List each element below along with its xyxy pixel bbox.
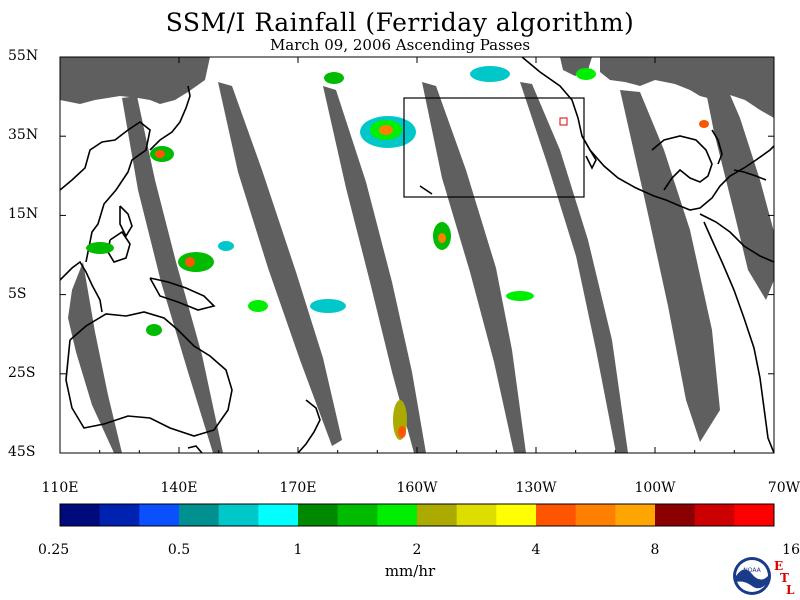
rain-blob-n1	[470, 66, 510, 82]
etl-letter-e: E	[774, 559, 784, 573]
colorbar-swatch	[60, 504, 101, 526]
coast-hawaii	[419, 185, 433, 195]
noaa-logo-text: NOAA	[743, 567, 761, 574]
rain-blob-trop-2	[248, 300, 268, 312]
colorbar-swatch	[575, 504, 616, 526]
axis-ticks	[59, 56, 775, 454]
colorbar-swatch	[218, 504, 259, 526]
rain-blob-trop-5	[506, 291, 534, 301]
colorbar-label: 2	[412, 542, 422, 558]
colorbar-swatch	[655, 504, 696, 526]
map-subtitle: March 09, 2006 Ascending Passes	[269, 36, 531, 54]
coast-asia	[60, 121, 151, 263]
colorbar-swatch	[258, 504, 299, 526]
coast-north-america	[521, 57, 774, 211]
rain-areas	[86, 66, 709, 440]
coast-sa-west	[703, 221, 774, 453]
swath-gap-7	[620, 90, 720, 442]
colorbar-swatch	[139, 504, 180, 526]
rain-blob-trop-1	[178, 252, 214, 272]
coast-baja	[581, 135, 597, 170]
north-nodata-region	[60, 57, 210, 104]
colorbar	[59, 503, 775, 527]
latitude-label: 55N	[8, 48, 39, 64]
longitude-label: 70W	[767, 480, 800, 496]
swath-gap-1	[68, 262, 122, 453]
longitude-label: 160W	[396, 480, 438, 496]
coast-south-america	[699, 213, 774, 263]
colorbar-swatch	[615, 504, 656, 526]
latitude-label: 35N	[8, 127, 39, 144]
etl-letter-l: L	[786, 583, 795, 597]
longitude-label: 100W	[634, 480, 676, 496]
rain-blob-trop-4-core	[438, 233, 446, 243]
coast-caribbean	[733, 169, 767, 181]
swath-gaps	[68, 62, 774, 453]
coast-se-asia	[60, 260, 103, 313]
colorbar-label: 4	[531, 542, 541, 558]
colorbar-swatch	[298, 504, 339, 526]
longitude-label: 110E	[41, 480, 79, 496]
colorbar-swatch	[694, 504, 735, 526]
map-title: SSM/I Rainfall (Ferriday algorithm)	[165, 8, 635, 37]
coast-japan	[149, 85, 191, 151]
swath-gap-4	[323, 86, 426, 453]
colorbar-swatch	[496, 504, 537, 526]
rain-blob-n3	[576, 68, 596, 80]
colorbar-swatch	[456, 504, 497, 526]
swath-gap-5	[422, 82, 526, 453]
rain-blob-e1	[699, 120, 709, 128]
focus-point-marker	[559, 117, 568, 126]
colorbar-label: 8	[650, 542, 660, 558]
colorbar-label: 1	[293, 542, 303, 558]
longitude-label: 170E	[279, 480, 317, 496]
longitude-label: 140E	[160, 480, 198, 496]
coast-new-zealand	[297, 399, 321, 453]
rain-blob-npac-core	[379, 125, 393, 135]
rain-blob-nz-core	[398, 426, 406, 438]
colorbar-swatch	[417, 504, 458, 526]
rain-blob-trop-1-core	[185, 257, 195, 267]
latitude-label: 45S	[8, 444, 36, 460]
colorbar-swatch	[536, 504, 577, 526]
focus-region-box	[403, 97, 585, 198]
latitude-label: 25S	[8, 364, 36, 381]
rain-blob-s2	[218, 241, 234, 251]
coast-tasmania	[187, 445, 203, 453]
coast-florida	[711, 129, 723, 165]
rain-blob-s1	[146, 324, 162, 336]
coast-new-guinea	[149, 277, 216, 311]
rain-blob-n2	[324, 72, 344, 84]
colorbar-label: 0.25	[38, 542, 70, 558]
rain-blob-japan-core	[155, 150, 165, 158]
coast-philippines	[119, 205, 133, 238]
north-nodata-region-east	[600, 57, 774, 118]
colorbar-swatch	[99, 504, 140, 526]
swath-gap-3	[218, 82, 342, 446]
colorbar-frame	[59, 503, 775, 527]
coast-australia	[65, 311, 233, 437]
colorbar-units: mm/hr	[384, 562, 436, 580]
colorbar-swatch	[179, 504, 220, 526]
swath-gap-2	[122, 96, 223, 453]
colorbar-swatch	[377, 504, 418, 526]
latitude-label: 5S	[8, 285, 27, 302]
rain-blob-trop-3	[310, 299, 346, 313]
etl-logo: E T L	[774, 560, 794, 596]
colorbar-label: 16	[782, 542, 800, 558]
colorbar-swatch	[337, 504, 378, 526]
noaa-logo: NOAA	[733, 557, 771, 595]
colorbar-label: 0.5	[167, 542, 191, 558]
colorbar-swatch	[734, 504, 775, 526]
swath-gap-6	[520, 82, 628, 453]
longitude-label: 130W	[515, 480, 557, 496]
etl-letter-t: T	[780, 571, 789, 585]
swath-gap-8	[700, 62, 774, 300]
coast-gulf	[651, 135, 713, 191]
latitude-label: 15N	[8, 206, 39, 223]
rain-blob-trop-6	[86, 242, 114, 254]
coastlines	[60, 57, 774, 453]
